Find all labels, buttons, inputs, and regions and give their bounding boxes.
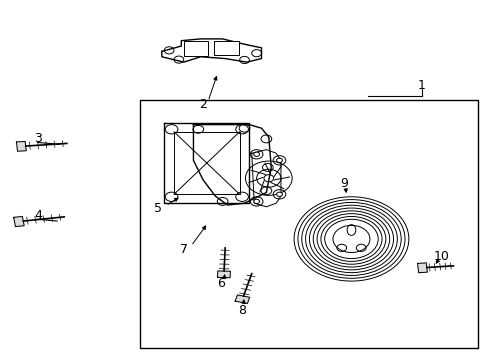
Text: 8: 8 xyxy=(238,304,246,317)
Text: 2: 2 xyxy=(199,99,207,112)
Text: 9: 9 xyxy=(340,177,347,190)
Polygon shape xyxy=(417,263,427,273)
Text: 1: 1 xyxy=(417,79,425,92)
Text: 5: 5 xyxy=(154,202,162,215)
Text: 10: 10 xyxy=(432,250,448,263)
Circle shape xyxy=(253,152,259,157)
Polygon shape xyxy=(17,141,26,151)
Polygon shape xyxy=(14,216,24,226)
Text: 7: 7 xyxy=(180,243,187,256)
Polygon shape xyxy=(235,295,249,303)
Text: 4: 4 xyxy=(34,209,41,222)
Text: 3: 3 xyxy=(34,132,41,145)
Bar xyxy=(183,41,207,56)
Text: 6: 6 xyxy=(217,277,224,290)
Circle shape xyxy=(253,199,259,203)
Bar xyxy=(213,41,239,55)
Circle shape xyxy=(276,192,282,197)
Circle shape xyxy=(276,158,282,162)
Polygon shape xyxy=(217,271,230,278)
Bar xyxy=(140,100,477,348)
